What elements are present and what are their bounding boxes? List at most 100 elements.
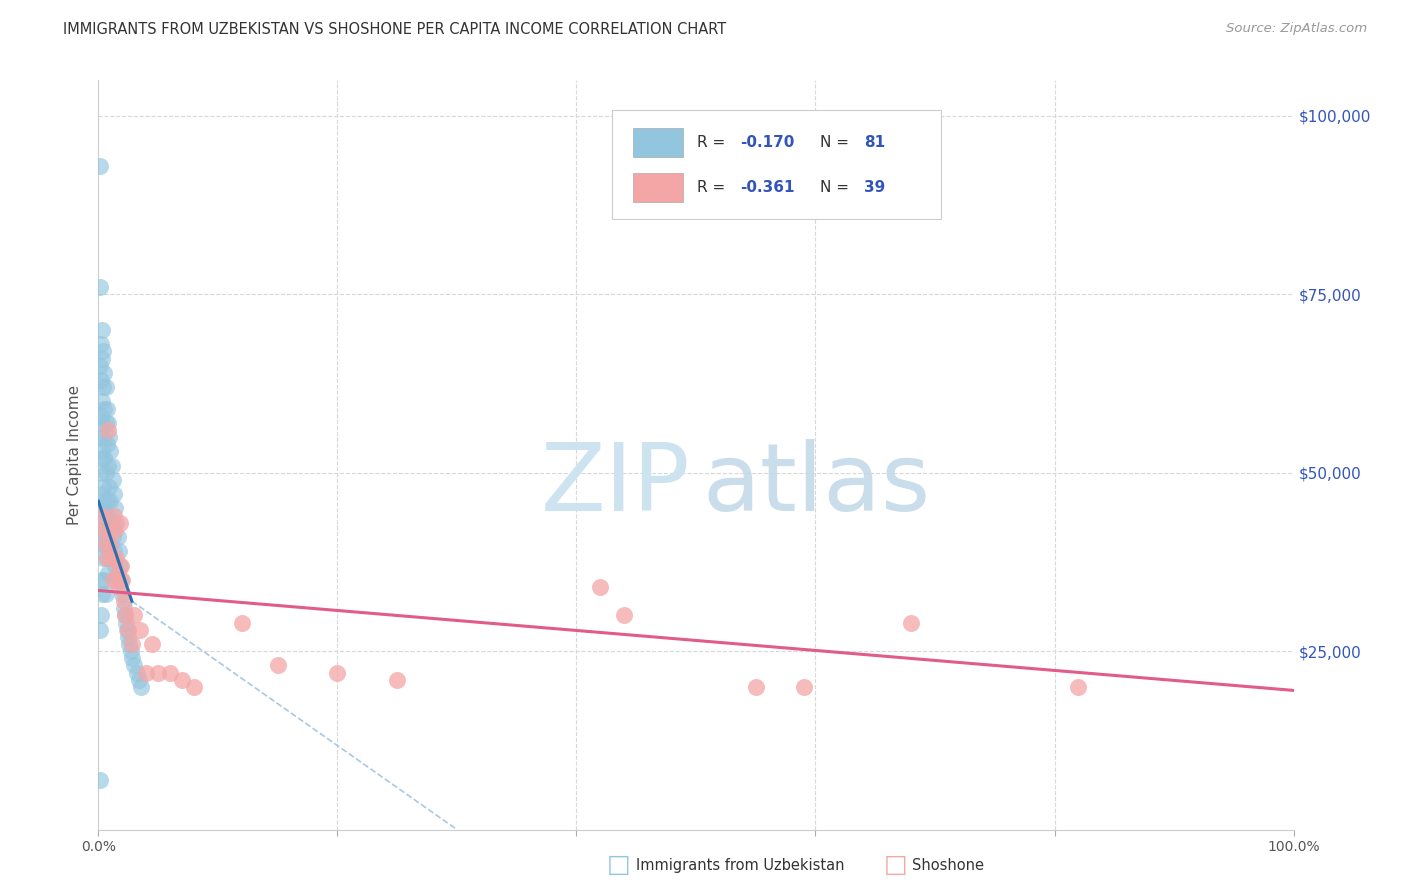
Point xyxy=(115,623,138,637)
Point xyxy=(118,637,141,651)
Point xyxy=(107,544,129,558)
Point xyxy=(91,494,114,508)
Point xyxy=(93,508,115,523)
Point xyxy=(107,530,129,544)
Point xyxy=(112,601,135,615)
Point xyxy=(89,623,111,637)
Point xyxy=(110,558,132,573)
Text: N =: N = xyxy=(820,180,853,195)
Point xyxy=(89,280,111,294)
Point xyxy=(100,551,122,566)
Point xyxy=(93,573,115,587)
Point xyxy=(91,508,114,523)
Point xyxy=(121,651,143,665)
Point xyxy=(1067,680,1090,694)
Point xyxy=(94,466,117,480)
Point xyxy=(98,444,122,458)
Point xyxy=(105,573,128,587)
Point xyxy=(135,665,157,680)
Point xyxy=(124,658,146,673)
Point xyxy=(110,573,132,587)
Point xyxy=(94,537,117,551)
Point xyxy=(98,537,122,551)
Point xyxy=(115,615,138,630)
Point xyxy=(385,673,409,687)
Point xyxy=(90,337,112,351)
Point xyxy=(793,680,815,694)
Point xyxy=(589,580,612,594)
Point xyxy=(148,665,170,680)
Point xyxy=(120,644,142,658)
Point xyxy=(108,516,131,530)
Point xyxy=(114,608,136,623)
Point xyxy=(93,401,115,416)
Point xyxy=(103,508,125,523)
Point xyxy=(101,473,124,487)
Point xyxy=(89,359,111,373)
Text: Source: ZipAtlas.com: Source: ZipAtlas.com xyxy=(1226,22,1367,36)
Point xyxy=(900,615,922,630)
Point xyxy=(129,623,152,637)
Point xyxy=(125,665,148,680)
Point xyxy=(141,637,163,651)
Text: IMMIGRANTS FROM UZBEKISTAN VS SHOSHONE PER CAPITA INCOME CORRELATION CHART: IMMIGRANTS FROM UZBEKISTAN VS SHOSHONE P… xyxy=(63,22,727,37)
Point xyxy=(94,416,117,430)
Point xyxy=(100,516,122,530)
Point xyxy=(97,566,120,580)
Text: 81: 81 xyxy=(865,135,886,150)
Point xyxy=(101,530,124,544)
Point xyxy=(97,508,120,523)
Point xyxy=(107,566,129,580)
Point xyxy=(104,523,127,537)
Point xyxy=(124,608,146,623)
Point xyxy=(93,523,115,537)
Point xyxy=(90,523,112,537)
Point xyxy=(89,501,111,516)
Point xyxy=(111,587,134,601)
Point xyxy=(91,394,114,409)
Point xyxy=(90,608,112,623)
Point xyxy=(93,451,115,466)
Point xyxy=(159,665,181,680)
Point xyxy=(91,480,114,494)
Point xyxy=(101,573,124,587)
Point xyxy=(98,480,121,494)
Point xyxy=(97,458,120,473)
Text: Shoshone: Shoshone xyxy=(912,858,984,872)
Point xyxy=(100,458,122,473)
Text: 39: 39 xyxy=(865,180,886,195)
Point xyxy=(89,430,111,444)
Point xyxy=(91,537,114,551)
Point xyxy=(91,380,114,394)
Point xyxy=(745,680,768,694)
Point xyxy=(96,494,118,508)
Text: -0.361: -0.361 xyxy=(740,180,794,195)
Point xyxy=(105,516,128,530)
Point xyxy=(98,551,122,566)
Point xyxy=(98,523,121,537)
Point xyxy=(91,430,114,444)
Point xyxy=(91,323,114,337)
Bar xyxy=(633,173,683,202)
Point xyxy=(91,444,114,458)
Text: Immigrants from Uzbekistan: Immigrants from Uzbekistan xyxy=(636,858,844,872)
Point xyxy=(93,537,115,551)
Point xyxy=(94,523,117,537)
Point xyxy=(96,437,118,451)
Point xyxy=(91,451,114,466)
Point xyxy=(94,587,117,601)
Point xyxy=(91,587,114,601)
Point xyxy=(93,366,115,380)
Point xyxy=(231,615,253,630)
Point xyxy=(89,772,111,787)
Point xyxy=(96,401,118,416)
Point xyxy=(91,487,114,501)
Point xyxy=(613,608,636,623)
Point xyxy=(121,637,143,651)
Point xyxy=(98,494,122,508)
Text: atlas: atlas xyxy=(702,439,931,531)
Point xyxy=(90,466,112,480)
Point xyxy=(103,544,125,558)
Point xyxy=(104,558,127,573)
Point xyxy=(90,416,112,430)
